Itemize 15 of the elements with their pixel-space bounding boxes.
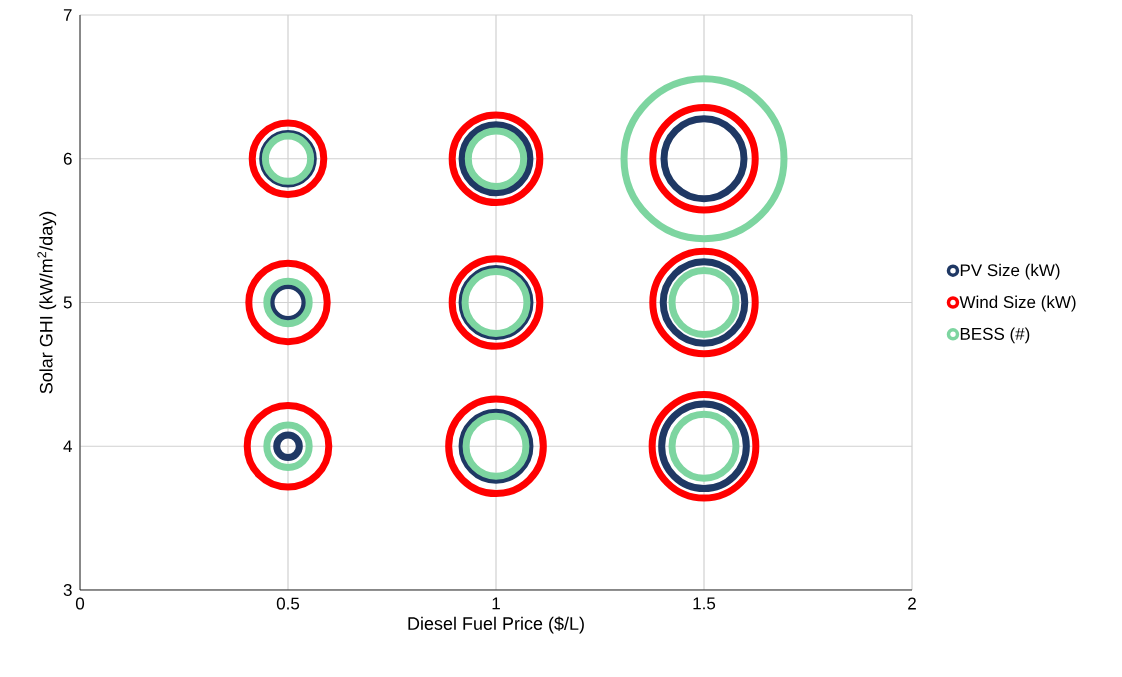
legend-label: PV Size (kW) [960,263,1060,280]
legend-label: BESS (#) [960,327,1030,344]
legend-label: Wind Size (kW) [959,295,1076,312]
y-tick-label: 3 [63,583,72,597]
x-tick-label: 0 [75,597,85,610]
x-tick-label: 1 [492,597,500,610]
y-tick-label: 5 [63,296,72,309]
y-tick-label: 6 [63,152,72,165]
x-tick-label: 2 [908,597,916,610]
y-tick-label: 4 [63,440,72,453]
x-tick-label: 0.5 [276,597,300,610]
y-tick-label: 7 [63,9,72,21]
y-axis-title: Solar GHI (kW/m$^{2}$/day) [37,211,57,394]
x-axis-title: Diesel Fuel Price ($/L) [408,616,584,634]
x-tick-label: 1.5 [693,597,716,610]
